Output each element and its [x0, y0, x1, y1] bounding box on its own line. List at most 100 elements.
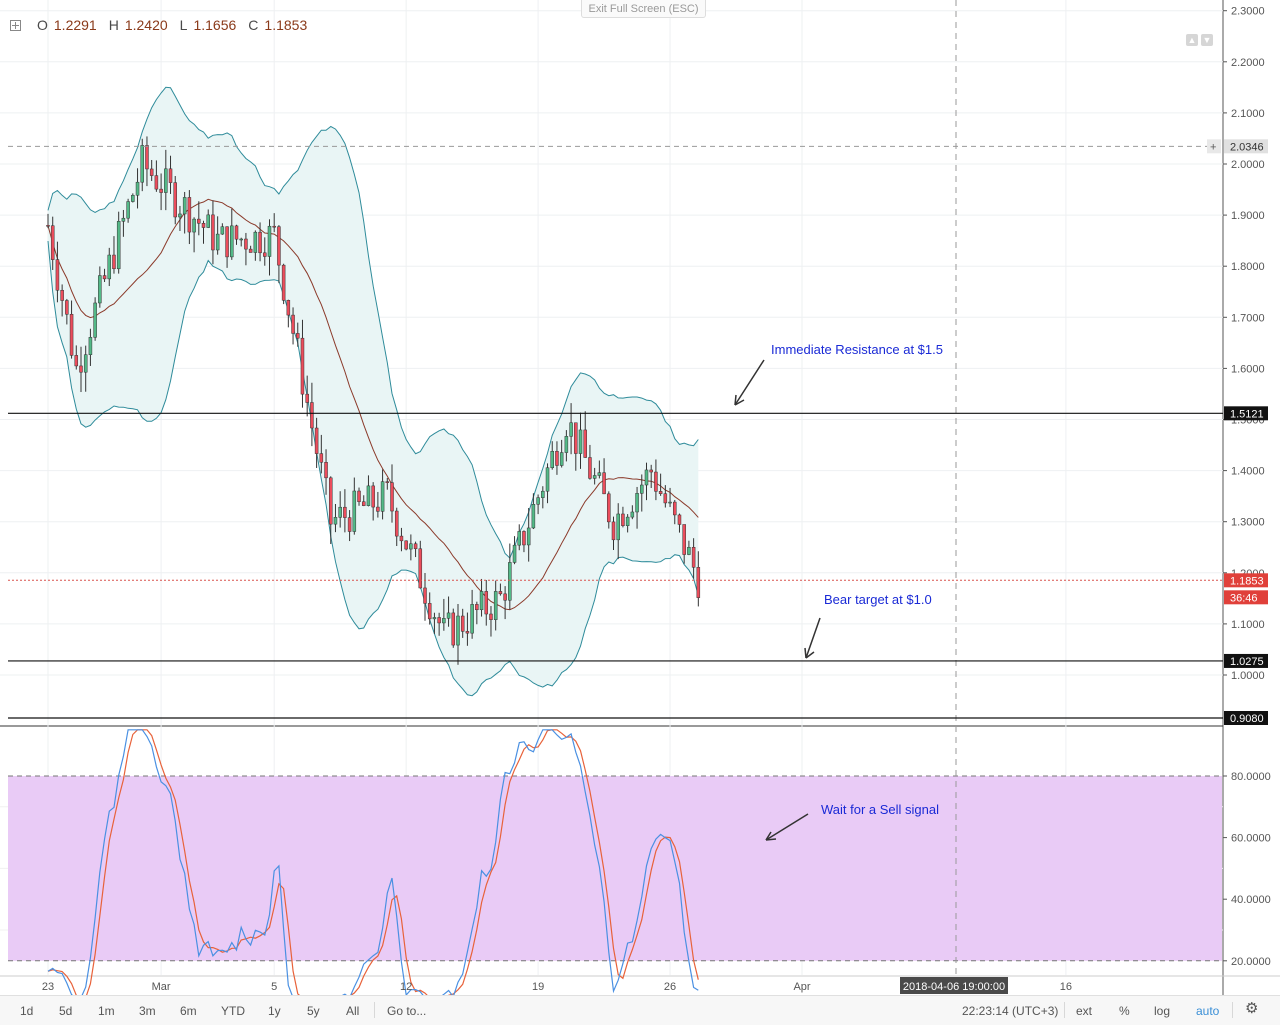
- candle-body: [107, 254, 112, 280]
- range-1y-button[interactable]: 1y: [268, 1004, 281, 1018]
- time-tick-label: Apr: [793, 981, 810, 993]
- candle-body: [592, 475, 597, 479]
- price-tick-label: 1.7000: [1231, 312, 1265, 324]
- candle-body: [220, 226, 225, 235]
- goto-date-button[interactable]: Go to...: [387, 1004, 427, 1018]
- price-tick-label: 1.8000: [1231, 261, 1265, 273]
- candle-body: [366, 485, 371, 506]
- candle-body: [69, 314, 74, 356]
- range-1m-button[interactable]: 1m: [98, 1004, 115, 1018]
- ext-toggle[interactable]: ext: [1076, 1004, 1093, 1018]
- candle-body: [187, 197, 192, 233]
- clock-display[interactable]: 22:23:14 (UTC+3): [962, 1004, 1059, 1018]
- candle-body: [479, 591, 484, 611]
- range-all-button[interactable]: All: [346, 1004, 360, 1018]
- candle-body: [333, 517, 338, 525]
- candle-body: [475, 604, 479, 611]
- pane-down-icon[interactable]: ▼: [1201, 34, 1213, 46]
- candle-body: [149, 168, 154, 176]
- candle-body: [526, 527, 531, 546]
- candle-body: [159, 188, 163, 193]
- time-tick-label: 23: [42, 981, 54, 993]
- candle-body: [272, 225, 276, 228]
- candle-body: [296, 333, 300, 339]
- candle-body: [197, 218, 201, 224]
- plus-box: [1207, 139, 1221, 154]
- time-tick-label: 12: [400, 981, 412, 993]
- candle-body: [555, 450, 559, 466]
- annotation-resistance: Immediate Resistance at $1.5: [771, 342, 943, 357]
- range-3m-button[interactable]: 3m: [139, 1004, 156, 1018]
- range-ytd-button[interactable]: YTD: [221, 1004, 245, 1018]
- annotation-arrow-sell: [765, 813, 809, 841]
- candle-body: [338, 506, 342, 518]
- candle-body: [451, 612, 456, 646]
- range-6m-button[interactable]: 6m: [180, 1004, 197, 1018]
- candle-body: [418, 548, 423, 589]
- ohlc-low-label: L: [179, 17, 188, 33]
- candle-body: [135, 181, 140, 196]
- auto-toggle[interactable]: auto: [1196, 1004, 1220, 1018]
- time-tick-label: Mar: [152, 981, 171, 993]
- annotation-arrow-bear: [805, 617, 821, 659]
- pane-up-icon[interactable]: ▲: [1186, 34, 1198, 46]
- candle-body: [230, 225, 234, 258]
- annotation-arrow-resistance: [734, 359, 765, 406]
- candle-body: [677, 514, 682, 525]
- candle-body: [267, 225, 272, 257]
- settings-gear-icon[interactable]: ⚙: [1245, 1000, 1259, 1017]
- log-toggle[interactable]: log: [1154, 1004, 1171, 1018]
- high-price-label: 2.0346: [1230, 141, 1264, 153]
- exit-fullscreen-button[interactable]: Exit Full Screen (ESC): [581, 0, 706, 18]
- add-level-icon: +: [1210, 141, 1216, 153]
- oscillator-tick-label: 40.0000: [1231, 894, 1271, 906]
- oscillator-tick-label: 80.0000: [1231, 771, 1271, 783]
- bollinger-lower-line: [47, 240, 699, 697]
- range-5y-button[interactable]: 5y: [307, 1004, 320, 1018]
- time-tick-label: 16: [1060, 981, 1072, 993]
- candle-body: [536, 497, 540, 505]
- candle-body: [385, 481, 390, 483]
- candle-body: [286, 300, 291, 316]
- time-tick-label: 26: [664, 981, 676, 993]
- candle-body: [329, 477, 333, 525]
- last-price-label: 1.1853: [1230, 575, 1264, 587]
- candle-body: [413, 543, 418, 550]
- candle-body: [93, 302, 97, 338]
- bar-countdown-label: 36:46: [1230, 592, 1258, 604]
- candle-body: [658, 491, 663, 494]
- candle-body: [102, 275, 107, 280]
- expand-legend-icon[interactable]: [10, 19, 21, 31]
- range-5d-button[interactable]: 5d: [59, 1004, 73, 1018]
- candle-body: [88, 337, 93, 355]
- candle-body: [682, 524, 686, 555]
- candle-body: [234, 225, 239, 240]
- annotation-arrowhead-resistance: [734, 394, 745, 406]
- candle-body: [291, 314, 295, 334]
- toolbar-divider: [374, 1002, 375, 1018]
- candle-body: [470, 604, 474, 634]
- high-price-label-box: [1224, 139, 1268, 154]
- candle-body: [74, 355, 79, 367]
- annotation-arrowhead-bear: [804, 647, 815, 659]
- candle-body: [121, 217, 126, 222]
- price-tick-label: 2.3000: [1231, 6, 1265, 18]
- candle-body: [456, 615, 460, 646]
- candle-body: [126, 201, 130, 219]
- candle-body: [602, 472, 606, 495]
- chart-canvas[interactable]: 2.3000 2.2000 2.1000 2.0000 1.9000 1.8000 1.70…: [0, 0, 1280, 995]
- price-tick-label: 1.6000: [1231, 363, 1265, 375]
- candle-body: [253, 231, 258, 253]
- candle-body: [687, 547, 691, 555]
- candle-body: [390, 482, 394, 512]
- candle-body: [310, 402, 314, 429]
- candle-body: [517, 531, 521, 546]
- candle-body: [564, 436, 569, 453]
- percent-toggle[interactable]: %: [1119, 1004, 1130, 1018]
- price-tick-label: 1.1000: [1231, 619, 1265, 631]
- candle-body: [578, 429, 583, 454]
- candle-body: [541, 490, 545, 498]
- candle-body: [305, 393, 309, 403]
- candle-body: [300, 337, 305, 395]
- range-1d-button[interactable]: 1d: [20, 1004, 34, 1018]
